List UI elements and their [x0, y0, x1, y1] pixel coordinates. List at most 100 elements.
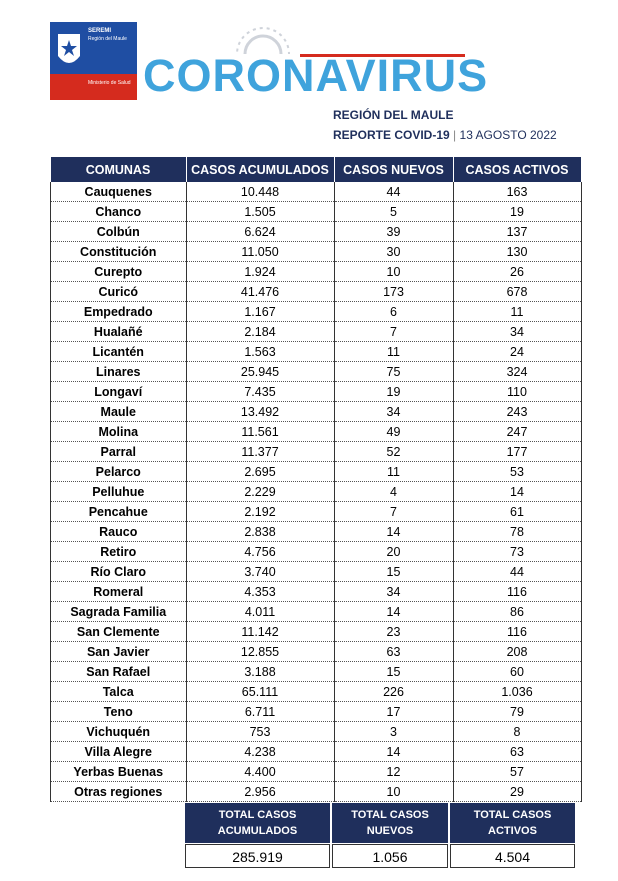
comuna: Retiro	[50, 541, 187, 562]
logo-band	[50, 74, 137, 100]
cell: 25.945	[185, 361, 335, 382]
cell: 15	[333, 561, 454, 582]
cell: 75	[333, 361, 454, 382]
comuna: Yerbas Buenas	[50, 761, 187, 782]
cell: 2.695	[185, 461, 335, 482]
column-header: CASOS NUEVOS	[334, 157, 454, 182]
cell: 61	[452, 501, 582, 522]
cell: 7.435	[185, 381, 335, 402]
cell: 11.561	[185, 421, 335, 442]
cell: 1.036	[452, 681, 582, 702]
cell: 4.400	[185, 761, 335, 782]
row: San Clemente 11.142 23 116	[50, 621, 582, 642]
report: REPORTE COVID-19	[333, 128, 450, 142]
cell: 20	[333, 541, 454, 562]
cell: 678	[452, 281, 582, 302]
row: Cauquenes 10.448 44 163	[50, 182, 582, 202]
row: Río Claro 3.740 15 44	[50, 561, 582, 582]
cell: 4	[333, 481, 454, 502]
comuna: Constitución	[50, 241, 187, 262]
total-label: TOTAL CASOS ACTIVOS	[450, 803, 575, 843]
cell: 14	[333, 521, 454, 542]
row: Retiro 4.756 20 73	[50, 541, 582, 562]
cell: 3.740	[185, 561, 335, 582]
cell: 8	[452, 721, 582, 742]
row: Pencahue 2.192 7 61	[50, 501, 582, 522]
row: Maule 13.492 34 243	[50, 401, 582, 422]
cell: 17	[333, 701, 454, 722]
row: San Javier 12.855 63 208	[50, 641, 582, 662]
total-value: 285.919	[185, 844, 330, 868]
cell: 34	[333, 401, 454, 422]
cell: 79	[452, 701, 582, 722]
logo-text: Ministerio de Salud	[88, 80, 131, 86]
cell: 11	[333, 341, 454, 362]
cell: 4.238	[185, 741, 335, 762]
total-box: TOTAL CASOS NUEVOS 1.056	[332, 803, 448, 868]
cell: 10	[333, 261, 454, 282]
cell: 247	[452, 421, 582, 442]
cell: 29	[452, 781, 582, 802]
row: Molina 11.561 49 247	[50, 421, 582, 442]
cell: 19	[333, 381, 454, 402]
logo-text: SEREMI	[88, 28, 112, 34]
comuna: San Javier	[50, 641, 187, 662]
cell: 60	[452, 661, 582, 682]
row: Colbún 6.624 39 137	[50, 221, 582, 242]
logo-text: Región del Maule	[88, 36, 127, 42]
cell: 52	[333, 441, 454, 462]
row: Constitución 11.050 30 130	[50, 241, 582, 262]
row: Talca 65.111 226 1.036	[50, 681, 582, 702]
cell: 14	[333, 601, 454, 622]
comuna: Otras regiones	[50, 781, 187, 802]
total-label: TOTAL CASOS NUEVOS	[332, 803, 448, 843]
cell: 63	[333, 641, 454, 662]
comuna: Sagrada Familia	[50, 601, 187, 622]
report-line: REPORTE COVID-19 | 13 AGOSTO 2022	[333, 128, 557, 142]
cell: 39	[333, 221, 454, 242]
virus-icon	[236, 27, 290, 54]
cell: 3.188	[185, 661, 335, 682]
cell: 116	[452, 581, 582, 602]
cell: 23	[333, 621, 454, 642]
row: Otras regiones 2.956 10 29	[50, 781, 582, 802]
cell: 177	[452, 441, 582, 462]
comuna: San Rafael	[50, 661, 187, 682]
cell: 53	[452, 461, 582, 482]
cell: 30	[333, 241, 454, 262]
comuna: Cauquenes	[50, 182, 187, 202]
cell: 26	[452, 261, 582, 282]
cell: 4.353	[185, 581, 335, 602]
cell: 11.050	[185, 241, 335, 262]
row: San Rafael 3.188 15 60	[50, 661, 582, 682]
cell: 65.111	[185, 681, 335, 702]
cell: 41.476	[185, 281, 335, 302]
cell: 137	[452, 221, 582, 242]
row: Curicó 41.476 173 678	[50, 281, 582, 302]
cell: 11	[333, 461, 454, 482]
comuna: Pencahue	[50, 501, 187, 522]
cell: 24	[452, 341, 582, 362]
total-box: TOTAL CASOS ACUMULADOS 285.919	[185, 803, 330, 868]
logo: SEREMI Región del Maule Ministerio de Sa…	[50, 22, 137, 100]
region: REGIÓN DEL MAULE	[333, 108, 454, 122]
cell: 34	[452, 321, 582, 342]
column-header: CASOS ACUMULADOS	[186, 157, 335, 182]
cell: 2.838	[185, 521, 335, 542]
cell: 10.448	[185, 182, 335, 202]
cell: 12.855	[185, 641, 335, 662]
comuna: Linares	[50, 361, 187, 382]
comuna: Pelarco	[50, 461, 187, 482]
cell: 63	[452, 741, 582, 762]
row: Parral 11.377 52 177	[50, 441, 582, 462]
row: Linares 25.945 75 324	[50, 361, 582, 382]
comuna: Molina	[50, 421, 187, 442]
row: Vichuquén 753 3 8	[50, 721, 582, 742]
cell: 6.624	[185, 221, 335, 242]
cell: 14	[333, 741, 454, 762]
cell: 6	[333, 301, 454, 322]
cell: 2.184	[185, 321, 335, 342]
row: Licantén 1.563 11 24	[50, 341, 582, 362]
row: Teno 6.711 17 79	[50, 701, 582, 722]
